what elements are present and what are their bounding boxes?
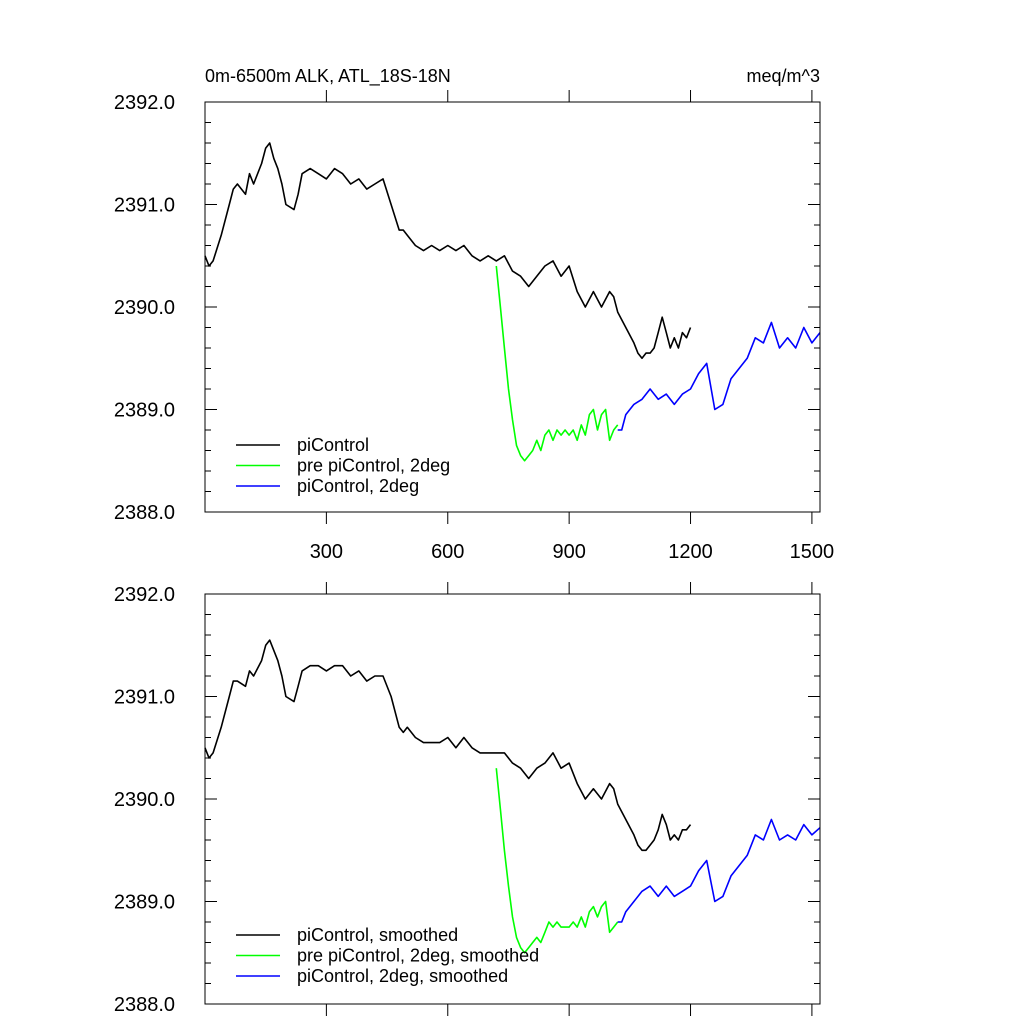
bottom-tick-marks bbox=[205, 582, 820, 1016]
bottom-legend-label: piControl, 2deg, smoothed bbox=[297, 966, 508, 986]
bottom-plot-frame bbox=[204, 593, 821, 1005]
bottom-y-tick-label: 2390.0 bbox=[114, 789, 175, 811]
top-series-line-1 bbox=[495, 265, 619, 462]
top-y-tick-label: 2388.0 bbox=[114, 502, 175, 524]
chart-title-units: meq/m^3 bbox=[747, 66, 820, 86]
bottom-series-line-1 bbox=[495, 768, 619, 954]
top-x-tick-label: 900 bbox=[552, 541, 585, 563]
top-legend-label: piControl bbox=[297, 435, 369, 455]
bottom-y-tick-label: 2388.0 bbox=[114, 994, 175, 1016]
top-x-tick-labels: 300 600 900 1200 1500 bbox=[310, 541, 834, 563]
top-y-tick-label: 2389.0 bbox=[114, 400, 175, 422]
top-x-tick-label: 600 bbox=[431, 541, 464, 563]
bottom-legend-label: piControl, smoothed bbox=[297, 925, 458, 945]
top-y-tick-label: 2391.0 bbox=[114, 195, 175, 217]
top-y-tick-labels: 2388.0 2389.0 2390.0 2391.0 2392.0 bbox=[114, 92, 175, 524]
top-y-tick-label: 2392.0 bbox=[114, 92, 175, 114]
bottom-series-line-2 bbox=[617, 818, 821, 923]
chart-title-left: 0m-6500m ALK, ATL_18S-18N bbox=[205, 66, 451, 87]
top-series-line-0 bbox=[204, 142, 692, 360]
top-x-tick-label: 300 bbox=[310, 541, 343, 563]
top-x-tick-label: 1200 bbox=[668, 541, 713, 563]
bottom-y-tick-label: 2392.0 bbox=[114, 584, 175, 606]
bottom-y-tick-labels: 2388.0 2389.0 2390.0 2391.0 2392.0 bbox=[114, 584, 175, 1016]
top-y-tick-label: 2390.0 bbox=[114, 297, 175, 319]
top-tick-marks bbox=[205, 90, 820, 524]
top-plot-frame bbox=[204, 101, 821, 513]
top-series-lines bbox=[204, 142, 821, 462]
top-legend-label: piControl, 2deg bbox=[297, 476, 419, 496]
bottom-y-tick-label: 2389.0 bbox=[114, 892, 175, 914]
bottom-panel: 2388.0 2389.0 2390.0 2391.0 2392.0 piControl… bbox=[114, 582, 821, 1016]
bottom-series-lines bbox=[204, 639, 821, 954]
bottom-series-line-0 bbox=[204, 639, 692, 852]
top-legend-label: pre piControl, 2deg bbox=[297, 456, 450, 476]
top-panel: 0m-6500m ALK, ATL_18S-18N meq/m^3 2388.0… bbox=[114, 66, 834, 563]
bottom-legend-label: pre piControl, 2deg, smoothed bbox=[297, 946, 539, 966]
top-series-line-2 bbox=[617, 321, 821, 431]
top-x-tick-label: 1500 bbox=[790, 541, 835, 563]
bottom-y-tick-label: 2391.0 bbox=[114, 687, 175, 709]
